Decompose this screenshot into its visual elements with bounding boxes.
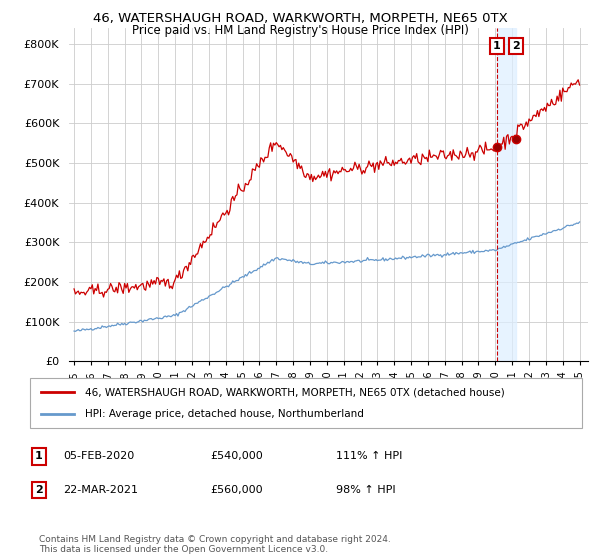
Text: 2: 2 [35,485,43,495]
Text: 05-FEB-2020: 05-FEB-2020 [63,451,134,461]
Text: HPI: Average price, detached house, Northumberland: HPI: Average price, detached house, Nort… [85,409,364,419]
Bar [497,28,516,361]
Text: £540,000: £540,000 [210,451,263,461]
Text: 46, WATERSHAUGH ROAD, WARKWORTH, MORPETH, NE65 0TX (detached house): 46, WATERSHAUGH ROAD, WARKWORTH, MORPETH… [85,387,505,397]
Text: 111% ↑ HPI: 111% ↑ HPI [336,451,403,461]
Text: Contains HM Land Registry data © Crown copyright and database right 2024.
This d: Contains HM Land Registry data © Crown c… [39,535,391,554]
Text: £560,000: £560,000 [210,485,263,495]
Text: 2: 2 [512,41,520,52]
Text: 98% ↑ HPI: 98% ↑ HPI [336,485,395,495]
Text: 46, WATERSHAUGH ROAD, WARKWORTH, MORPETH, NE65 0TX: 46, WATERSHAUGH ROAD, WARKWORTH, MORPETH… [92,12,508,25]
Text: 1: 1 [493,41,501,52]
Text: 22-MAR-2021: 22-MAR-2021 [63,485,138,495]
Text: 1: 1 [35,451,43,461]
FancyBboxPatch shape [30,378,582,428]
Text: Price paid vs. HM Land Registry's House Price Index (HPI): Price paid vs. HM Land Registry's House … [131,24,469,36]
